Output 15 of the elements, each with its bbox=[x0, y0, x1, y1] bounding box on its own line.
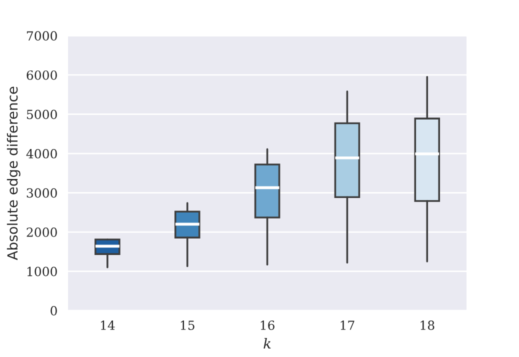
y-tick-label: 1000 bbox=[27, 266, 57, 276]
y-tick-label: 7000 bbox=[26, 31, 57, 41]
y-axis-title: Absolute edge difference bbox=[6, 86, 20, 260]
x-tick-label: 15 bbox=[180, 320, 194, 330]
x-tick-label: 17 bbox=[340, 320, 354, 330]
y-tick-label: 4000 bbox=[26, 148, 57, 158]
x-axis-title: k bbox=[264, 338, 271, 349]
y-tick-label: 2000 bbox=[26, 228, 57, 237]
y-tick-label: 0 bbox=[50, 306, 57, 316]
y-tick-label: 6000 bbox=[26, 70, 57, 80]
x-tick-label: 16 bbox=[260, 320, 274, 330]
x-tick-label: 18 bbox=[420, 320, 434, 330]
x-tick-label: 14 bbox=[101, 320, 115, 330]
y-tick-label: 3000 bbox=[26, 188, 57, 198]
y-tick-label: 5000 bbox=[27, 110, 57, 120]
